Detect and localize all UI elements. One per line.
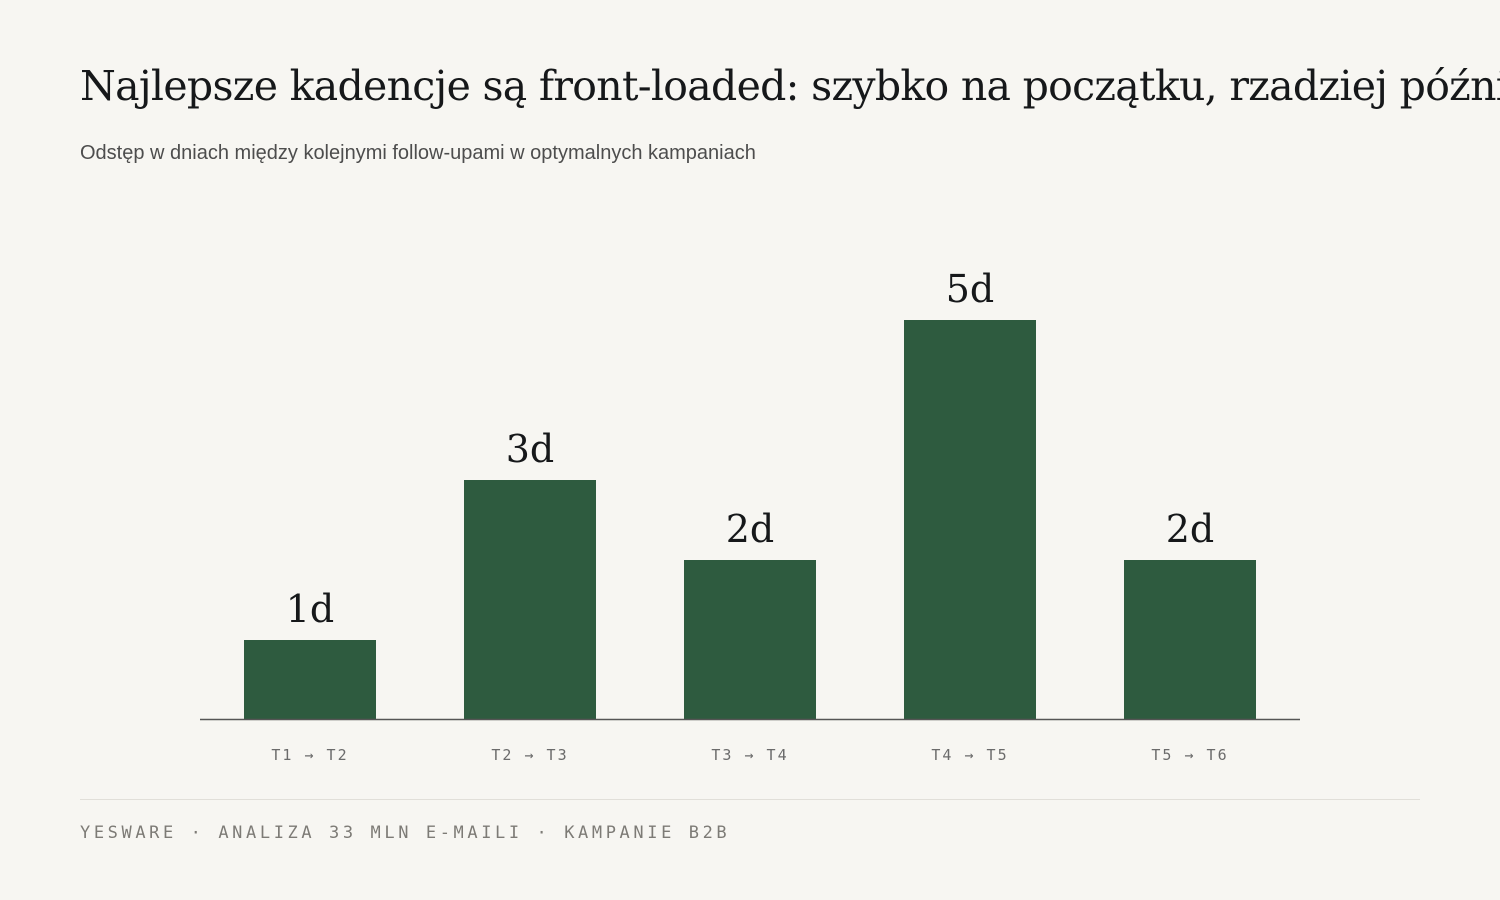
chart-subtitle: Odstęp w dniach między kolejnymi follow-… [80, 142, 756, 164]
x-tick-labels-group: T1 → T2 T2 → T3 T3 → T4 T4 → T5 T5 → T6 [271, 746, 1228, 764]
bar [1124, 560, 1256, 720]
x-tick-label: T4 → T5 [931, 746, 1008, 764]
bar [244, 640, 376, 720]
x-tick-label: T3 → T4 [711, 746, 788, 764]
chart-title: Najlepsze kadencje są front-loaded: szyb… [80, 62, 1500, 110]
bar [684, 560, 816, 720]
bar-value-label: 2d [726, 507, 775, 551]
bar [904, 320, 1036, 720]
bars-group [244, 320, 1256, 720]
footer-divider [80, 799, 1420, 800]
bar [464, 480, 596, 720]
bar-value-label: 2d [1166, 507, 1215, 551]
x-tick-label: T1 → T2 [271, 746, 348, 764]
value-labels-group: 1d 3d 2d 5d 2d [286, 267, 1215, 631]
bar-value-label: 3d [506, 427, 555, 471]
source-note: YESWARE · ANALIZA 33 MLN E-MAILI · KAMPA… [80, 823, 731, 843]
x-tick-label: T5 → T6 [1151, 746, 1228, 764]
x-tick-label: T2 → T3 [491, 746, 568, 764]
bar-value-label: 5d [946, 267, 995, 311]
bar-value-label: 1d [286, 587, 335, 631]
